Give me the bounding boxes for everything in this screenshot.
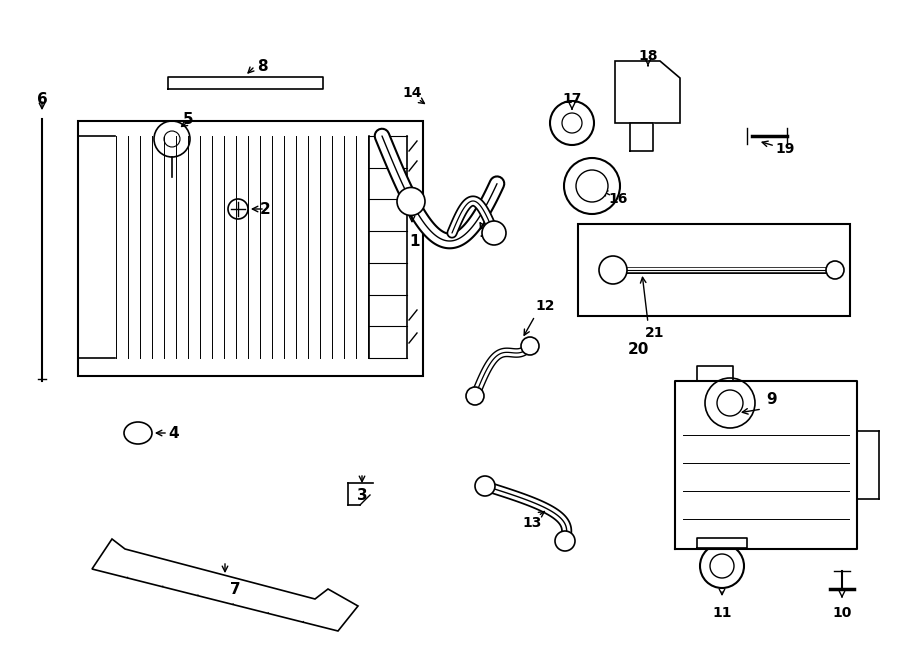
Text: 4: 4 xyxy=(168,426,178,440)
Text: 12: 12 xyxy=(536,299,554,313)
Circle shape xyxy=(705,378,755,428)
Text: 5: 5 xyxy=(183,112,194,126)
Text: 8: 8 xyxy=(256,59,267,73)
Polygon shape xyxy=(697,366,733,381)
Text: 2: 2 xyxy=(259,202,270,217)
Circle shape xyxy=(466,387,484,405)
Text: 18: 18 xyxy=(638,49,658,63)
Circle shape xyxy=(562,113,582,133)
Circle shape xyxy=(700,544,744,588)
Text: 7: 7 xyxy=(230,582,240,596)
Text: 6: 6 xyxy=(37,91,48,106)
Text: 15: 15 xyxy=(478,226,498,240)
Text: 14: 14 xyxy=(402,86,422,100)
Text: 9: 9 xyxy=(767,391,778,407)
Polygon shape xyxy=(697,538,747,548)
Bar xyxy=(78,121,423,376)
Circle shape xyxy=(475,476,495,496)
Text: 3: 3 xyxy=(356,488,367,504)
Text: 1: 1 xyxy=(410,233,420,249)
Bar xyxy=(578,224,850,316)
Circle shape xyxy=(717,390,743,416)
Circle shape xyxy=(826,261,844,279)
Circle shape xyxy=(521,337,539,355)
Circle shape xyxy=(397,188,425,215)
Text: 10: 10 xyxy=(832,606,851,620)
Text: 19: 19 xyxy=(775,142,795,156)
Text: 16: 16 xyxy=(608,192,627,206)
Polygon shape xyxy=(630,123,653,151)
Circle shape xyxy=(576,170,608,202)
Text: 21: 21 xyxy=(645,326,665,340)
Circle shape xyxy=(710,554,734,578)
Text: 17: 17 xyxy=(562,92,581,106)
Text: 11: 11 xyxy=(712,606,732,620)
Text: 13: 13 xyxy=(522,516,542,530)
Text: 20: 20 xyxy=(627,342,649,356)
Polygon shape xyxy=(675,381,857,549)
Circle shape xyxy=(599,256,627,284)
Polygon shape xyxy=(168,77,323,89)
Circle shape xyxy=(482,221,506,245)
Circle shape xyxy=(555,531,575,551)
Circle shape xyxy=(564,158,620,214)
Circle shape xyxy=(550,101,594,145)
